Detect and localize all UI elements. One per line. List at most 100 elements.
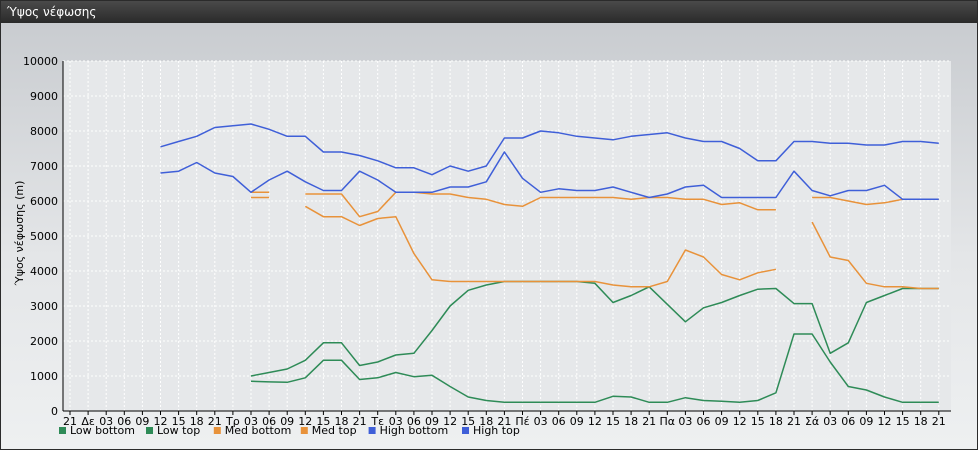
legend-label: High top [473, 424, 520, 437]
x-tick-label: 18 [479, 415, 493, 428]
series-low-bottom [70, 333, 939, 404]
x-tick-label: 03 [823, 415, 837, 428]
data-line-segment [811, 221, 939, 290]
y-tick-label: 0 [51, 405, 58, 418]
x-tick-label: 09 [859, 415, 873, 428]
x-tick-label: 12 [878, 415, 892, 428]
x-tick-label: 09 [135, 415, 149, 428]
data-line-segment [304, 205, 777, 288]
series-high-top [160, 123, 939, 176]
y-tick-label: 5000 [30, 230, 58, 243]
x-tick-label: 21 [63, 415, 77, 428]
legend-swatch [146, 427, 153, 434]
cloud-height-chart: 0 1000 2000 3000 4000 5000 6000 7000 8000 9000 100… [13, 55, 951, 437]
x-tick-label: 03 [678, 415, 692, 428]
x-tick-label: 06 [697, 415, 711, 428]
legend-label: Med bottom [225, 424, 292, 437]
x-tick-label: 06 [262, 415, 276, 428]
legend-swatch [462, 427, 469, 434]
y-tick-label: 1000 [30, 370, 58, 383]
data-line-segment [250, 333, 939, 404]
x-tick-label: 09 [570, 415, 584, 428]
plot-panel: 0 1000 2000 3000 4000 5000 6000 7000 8000 9000 100… [1, 23, 977, 449]
y-tick-label: 3000 [30, 300, 58, 313]
y-tick-label: 9000 [30, 90, 58, 103]
x-tick-label: 15 [896, 415, 910, 428]
x-tick-label: 12 [443, 415, 457, 428]
y-axis-ticks: 0 1000 2000 3000 4000 5000 6000 7000 8000 9000 100… [23, 55, 58, 418]
x-axis-ticks: 21 Δε 03 06 09 12 15 18 21 Τρ 03 06 09 12 15 18 21 Τε 03 06… [63, 415, 946, 428]
x-tick-label: 03 [534, 415, 548, 428]
data-line-segment [305, 191, 776, 218]
x-tick-label: 03 [389, 415, 403, 428]
x-tick-label: Δε [81, 415, 95, 428]
x-tick-label: 15 [172, 415, 186, 428]
x-tick-label: 21 [642, 415, 656, 428]
legend-label: Low top [157, 424, 200, 437]
x-tick-label: 15 [316, 415, 330, 428]
x-tick-label: 03 [99, 415, 113, 428]
legend-label: Med top [312, 424, 357, 437]
legend-label: High bottom [380, 424, 449, 437]
x-tick-label: 21 [208, 415, 222, 428]
x-tick-label: 18 [335, 415, 349, 428]
y-tick-label: 10000 [23, 55, 58, 68]
x-tick-label: 21 [787, 415, 801, 428]
x-tick-label: 15 [461, 415, 475, 428]
legend-item: Low top [146, 424, 200, 437]
series-lines [70, 123, 939, 404]
x-tick-label: 09 [425, 415, 439, 428]
x-tick-label: Τρ [225, 415, 240, 428]
x-tick-label: 06 [117, 415, 131, 428]
legend-item: Med bottom [213, 424, 292, 437]
x-tick-label: 03 [244, 415, 258, 428]
x-tick-label: Τε [370, 415, 384, 428]
series-high-bottom [160, 151, 939, 201]
x-tick-label: 21 [497, 415, 511, 428]
legend-swatch [59, 427, 66, 434]
data-line-segment [250, 280, 939, 377]
x-tick-label: 06 [841, 415, 855, 428]
x-tick-label: 21 [932, 415, 946, 428]
y-tick-label: 7000 [30, 160, 58, 173]
x-tick-label: 09 [280, 415, 294, 428]
x-tick-label: 06 [407, 415, 421, 428]
legend-label: Low bottom [70, 424, 135, 437]
x-tick-label: 18 [190, 415, 204, 428]
legend-item: High bottom [368, 424, 449, 437]
legend-swatch [368, 427, 376, 434]
x-tick-label: 18 [624, 415, 638, 428]
legend-item: Low bottom [59, 424, 135, 437]
x-tick-label: 09 [715, 415, 729, 428]
legend-swatch [213, 427, 221, 434]
legend-swatch [300, 427, 308, 434]
x-tick-label: 06 [552, 415, 566, 428]
data-line-segment [160, 151, 939, 201]
x-tick-label: 12 [588, 415, 602, 428]
x-tick-label: 12 [298, 415, 312, 428]
y-axis-label: Ύψος νέφωσης (m) [13, 181, 26, 287]
x-tick-label: Πα [660, 415, 676, 428]
x-tick-label: 15 [751, 415, 765, 428]
legend: Low bottom Low top Med bottom Med top High b… [59, 424, 520, 437]
y-tick-label: 2000 [30, 335, 58, 348]
x-tick-label: 12 [154, 415, 168, 428]
y-tick-label: 4000 [30, 265, 58, 278]
x-tick-label: 15 [606, 415, 620, 428]
series-low-top [70, 280, 939, 377]
x-tick-label: Πέ [515, 415, 529, 428]
axes [62, 61, 951, 415]
grid [63, 60, 951, 412]
x-tick-label: Σά [805, 415, 819, 428]
x-tick-label: 18 [769, 415, 783, 428]
window-title: Ύψος νέφωσης [1, 1, 977, 23]
data-line-segment [160, 123, 939, 176]
y-tick-label: 8000 [30, 125, 58, 138]
legend-item: High top [462, 424, 520, 437]
x-tick-label: 21 [353, 415, 367, 428]
legend-item: Med top [300, 424, 357, 437]
y-tick-label: 6000 [30, 195, 58, 208]
x-tick-label: 12 [733, 415, 747, 428]
series-med-bottom [251, 196, 939, 290]
